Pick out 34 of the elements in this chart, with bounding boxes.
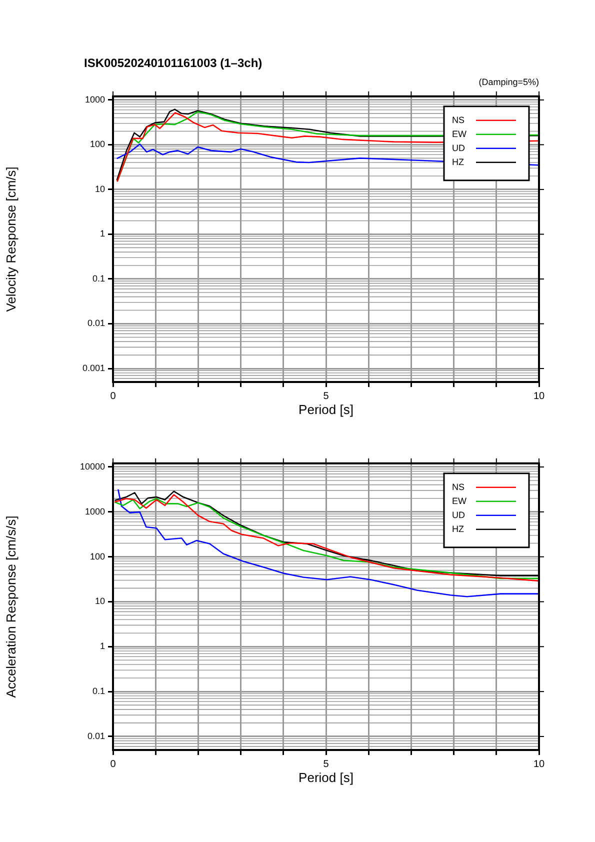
y-tick-label: 1000 [84, 506, 105, 516]
y-tick-label: 10 [94, 184, 105, 194]
y-axis-title: Velocity Response [cm/s] [3, 166, 18, 312]
x-tick-label: 0 [110, 390, 116, 402]
legend-label: NS [452, 482, 465, 492]
x-axis-title: Period [s] [298, 770, 354, 785]
legend-label: HZ [452, 524, 464, 534]
y-axis-title: Acceleration Response [cm/s/s] [3, 516, 18, 698]
text: (Damping=5%) [478, 77, 539, 87]
x-tick-label: 5 [323, 758, 330, 770]
chart-title: ISK00520240101161003 (1–3ch) [84, 56, 262, 70]
legend-label: EW [452, 128, 468, 139]
legend-label: NS [452, 114, 465, 125]
y-tick-label: 0.01 [87, 730, 105, 741]
x-tick-label: 10 [533, 758, 545, 770]
y-tick-label: 0.001 [82, 363, 105, 374]
x-tick-label: 0 [110, 758, 116, 770]
y-tick-label: 0.01 [87, 318, 105, 328]
y-tick-label: 10 [94, 596, 105, 606]
y-tick-label: 1 [100, 641, 105, 652]
x-tick-label: 10 [533, 390, 545, 402]
y-tick-label: 0.1 [92, 686, 105, 696]
y-tick-label: 1 [100, 228, 105, 239]
y-tick-label: 10000 [80, 461, 105, 472]
y-tick-label: 100 [90, 551, 105, 562]
legend-label: UD [452, 510, 466, 520]
legend-label: HZ [452, 156, 464, 167]
legend-label: EW [452, 496, 468, 506]
x-axis-title: Period [s] [298, 402, 354, 417]
y-tick-label: 0.1 [92, 273, 105, 284]
y-tick-label: 100 [90, 139, 105, 150]
y-tick-label: 1000 [84, 94, 105, 104]
x-tick-label: 5 [323, 390, 330, 402]
legend-label: UD [452, 142, 466, 153]
